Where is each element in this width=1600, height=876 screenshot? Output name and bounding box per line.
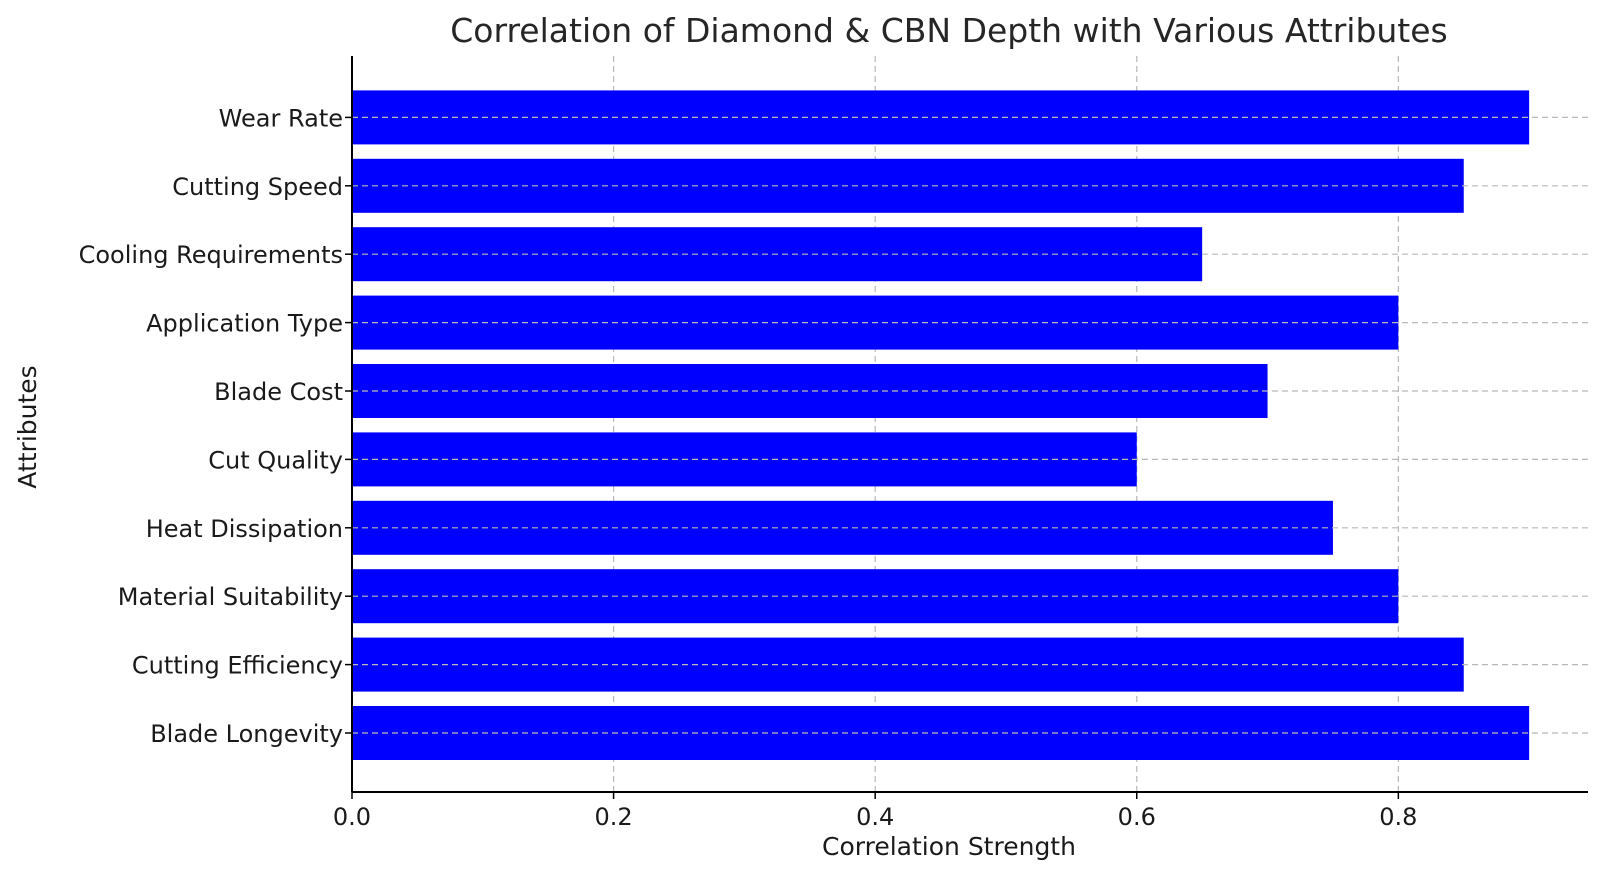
chart-title: Correlation of Diamond & CBN Depth with … <box>450 11 1448 50</box>
y-tick-label: Material Suitability <box>118 583 343 611</box>
y-axis-title: Attributes <box>13 365 42 488</box>
y-tick-label: Wear Rate <box>219 104 343 132</box>
x-tick-label: 0.4 <box>856 803 894 831</box>
horizontal-grid-layer <box>352 116 1588 734</box>
x-axis-title: Correlation Strength <box>822 832 1076 861</box>
x-tick-label: 0.6 <box>1118 803 1156 831</box>
y-tick-label: Cooling Requirements <box>79 241 343 269</box>
y-tick-label: Application Type <box>146 310 343 338</box>
y-tick-label: Heat Dissipation <box>146 515 343 543</box>
x-tick-label: 0.0 <box>333 803 371 831</box>
y-tick-label: Cutting Speed <box>172 173 343 201</box>
y-tick-label: Blade Cost <box>214 378 343 406</box>
axis-layer <box>351 56 1588 793</box>
bar-layer <box>352 90 1530 760</box>
x-tick-label: 0.2 <box>595 803 633 831</box>
y-tick-label: Cut Quality <box>208 446 343 474</box>
bar <box>352 364 1268 418</box>
tick-layer: 0.0 0.2 0.4 0.6 0.8 Blade Longevity Cutting Ef… <box>79 104 1418 831</box>
y-tick-label: Cutting Efficiency <box>132 652 343 680</box>
y-tick-label: Blade Longevity <box>150 720 343 748</box>
x-tick-label: 0.8 <box>1379 803 1417 831</box>
